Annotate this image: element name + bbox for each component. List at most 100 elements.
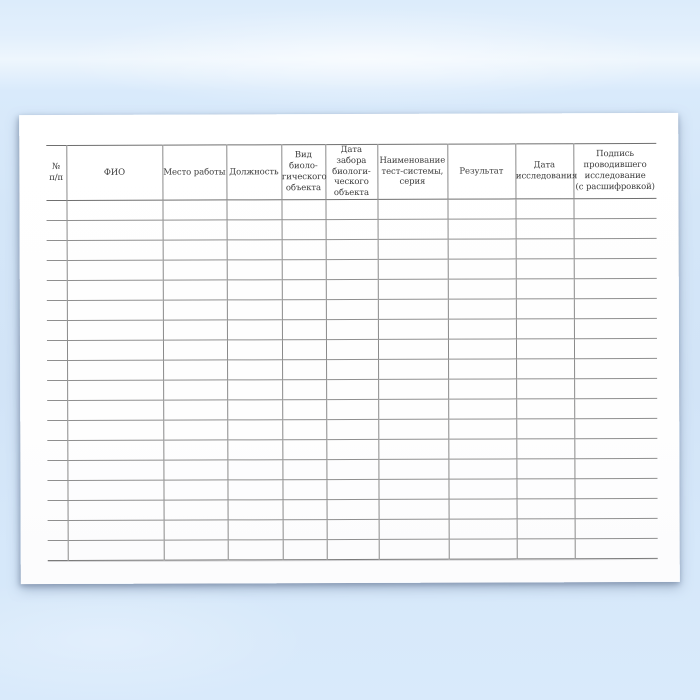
empty-cell-result xyxy=(448,538,517,560)
empty-cell-bio-object xyxy=(282,479,327,500)
empty-cell-workplace xyxy=(163,399,228,421)
table-row xyxy=(46,318,657,341)
table-row xyxy=(47,458,658,481)
empty-cell-research-date xyxy=(515,258,574,279)
empty-cell-bio-object xyxy=(282,499,327,520)
column-header-num: № п/п xyxy=(49,162,64,184)
empty-cell-result xyxy=(448,378,517,400)
column-header-fio: ФИО xyxy=(66,145,163,201)
empty-cell-result xyxy=(447,218,516,240)
empty-cell-result xyxy=(447,198,516,220)
empty-cell-num xyxy=(47,360,68,381)
empty-cell-signature xyxy=(573,198,657,219)
empty-cell-num xyxy=(47,440,68,461)
empty-cell-position xyxy=(227,499,283,520)
empty-cell-fio xyxy=(67,420,164,441)
empty-cell-test-system xyxy=(377,299,448,320)
empty-cell-workplace xyxy=(162,279,227,301)
empty-cell-workplace xyxy=(163,539,228,561)
empty-cell-research-date xyxy=(515,338,575,359)
empty-cell-num xyxy=(46,240,67,261)
empty-cell-signature xyxy=(573,278,657,299)
empty-cell-signature xyxy=(574,378,658,399)
empty-cell-workplace xyxy=(162,319,227,341)
column-header-sampling-date: Дата забора биологи- ческого объекта xyxy=(325,144,378,200)
empty-cell-bio-object xyxy=(281,199,326,220)
empty-cell-sampling-date xyxy=(326,399,379,420)
empty-cell-workplace xyxy=(163,439,228,461)
empty-cell-result xyxy=(447,278,516,300)
table-row xyxy=(46,338,658,361)
journal-table: № п/п ФИО Место работы Должность Вид биоло- … xyxy=(46,142,658,562)
empty-cell-num xyxy=(47,540,68,561)
empty-cell-num xyxy=(47,380,68,401)
empty-cell-research-date xyxy=(516,418,575,439)
empty-cell-sampling-date xyxy=(325,199,378,220)
empty-cell-fio xyxy=(66,240,163,261)
empty-cell-signature xyxy=(574,358,658,379)
empty-cell-signature xyxy=(574,498,658,519)
empty-cell-position xyxy=(227,399,283,420)
empty-cell-num xyxy=(46,340,68,361)
empty-cell-bio-object xyxy=(282,419,327,440)
empty-cell-test-system xyxy=(378,399,449,420)
column-header-workplace: Место работы xyxy=(162,144,227,201)
empty-cell-test-system xyxy=(378,359,449,380)
empty-cell-research-date xyxy=(516,498,575,519)
empty-cell-position xyxy=(226,319,282,340)
empty-cell-sampling-date xyxy=(326,479,379,500)
document-page: № п/п ФИО Место работы Должность Вид биоло- … xyxy=(19,112,680,585)
empty-cell-test-system xyxy=(378,499,449,520)
column-header-position: Должность xyxy=(226,144,282,200)
table-row xyxy=(46,278,657,301)
empty-cell-test-system xyxy=(378,379,449,400)
empty-cell-result xyxy=(447,318,516,340)
empty-cell-signature xyxy=(574,538,658,559)
empty-cell-sampling-date xyxy=(325,219,378,240)
empty-cell-research-date xyxy=(515,278,574,299)
empty-cell-num xyxy=(47,460,68,481)
empty-cell-result xyxy=(447,258,516,280)
empty-cell-fio xyxy=(67,520,164,541)
empty-cell-research-date xyxy=(516,378,575,399)
empty-cell-research-date xyxy=(516,358,575,379)
empty-cell-fio xyxy=(66,280,163,301)
empty-cell-workplace xyxy=(163,479,228,501)
empty-cell-workplace xyxy=(163,379,228,401)
empty-cell-position xyxy=(226,299,282,320)
empty-cell-signature xyxy=(573,258,657,279)
empty-cell-bio-object xyxy=(282,519,327,540)
column-header-test-system: Наименование тест-системы, серия xyxy=(377,144,448,200)
table-row xyxy=(47,378,658,401)
empty-cell-result xyxy=(448,398,517,420)
empty-cell-research-date xyxy=(516,518,575,539)
empty-cell-research-date xyxy=(515,318,574,339)
table-row xyxy=(47,418,658,441)
empty-cell-num xyxy=(46,320,67,341)
empty-cell-bio-object xyxy=(282,359,327,380)
empty-cell-num xyxy=(46,280,67,301)
column-header-result: Результат xyxy=(447,143,516,200)
empty-cell-sampling-date xyxy=(326,459,379,480)
empty-cell-sampling-date xyxy=(326,519,379,540)
empty-cell-bio-object xyxy=(281,239,326,260)
empty-cell-position xyxy=(227,359,283,380)
empty-cell-num xyxy=(47,480,68,501)
empty-cell-workplace xyxy=(162,239,227,261)
empty-cell-bio-object xyxy=(282,379,327,400)
empty-cell-bio-object xyxy=(281,219,326,240)
empty-cell-workplace xyxy=(162,299,227,321)
empty-cell-fio xyxy=(67,400,164,421)
table-row xyxy=(46,198,657,221)
empty-cell-test-system xyxy=(378,439,449,460)
empty-cell-position xyxy=(227,479,283,500)
table-row xyxy=(46,238,657,261)
empty-cell-research-date xyxy=(515,298,574,319)
empty-cell-result xyxy=(448,438,517,460)
empty-cell-position xyxy=(226,199,282,220)
empty-cell-bio-object xyxy=(282,399,327,420)
empty-cell-fio xyxy=(67,440,164,461)
empty-cell-num xyxy=(46,260,67,281)
empty-cell-sampling-date xyxy=(325,239,378,260)
empty-cell-research-date xyxy=(516,438,575,459)
